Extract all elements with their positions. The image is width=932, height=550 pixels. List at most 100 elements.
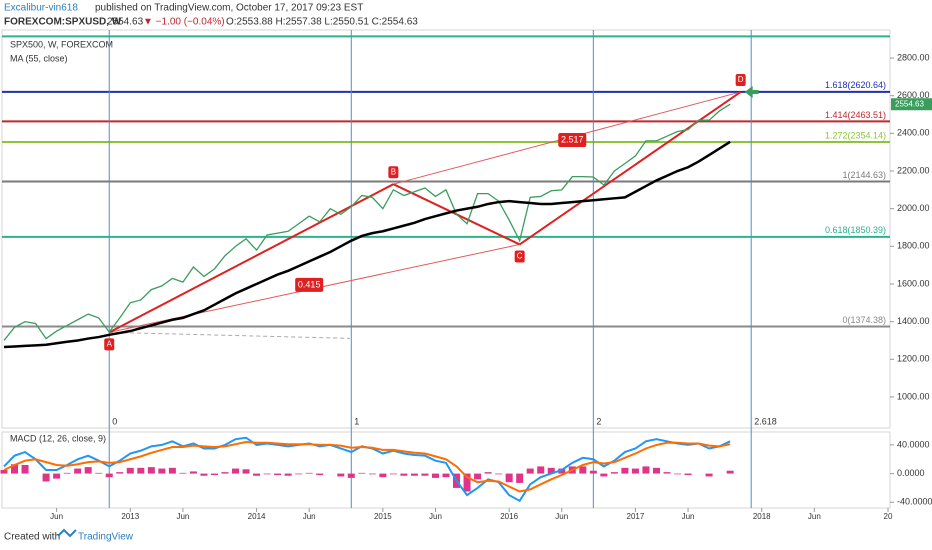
macd-histogram [474, 473, 482, 480]
y-tick-label: 1000.00 [897, 391, 930, 401]
macd-histogram [558, 468, 566, 474]
symbol: FOREXCOM:SPXUSD, W [4, 17, 122, 28]
macd-histogram [137, 467, 145, 474]
macd-histogram [600, 473, 608, 477]
macd-histogram [684, 473, 692, 476]
pattern-point [735, 73, 746, 86]
x-tick-label: Jun [303, 512, 316, 521]
x-tick-label: Jun [682, 512, 695, 521]
macd-histogram [400, 473, 408, 476]
macd-histogram [63, 472, 71, 474]
arrow [744, 85, 759, 98]
macd-histogram [652, 467, 660, 474]
y-tick-label: 2000.00 [897, 203, 930, 213]
macd-histogram [547, 467, 555, 474]
published: published on TradingView.com, October 17… [95, 3, 363, 14]
macd-histogram [642, 466, 650, 474]
macd-histogram [505, 473, 513, 483]
macd-histogram [74, 468, 82, 474]
macd-histogram [579, 466, 587, 474]
time-fib-label: 1 [354, 416, 359, 426]
author[interactable]: Excalibur-vin618 [4, 3, 78, 14]
macd-histogram [242, 469, 250, 474]
time-fib-label: 2 [596, 416, 601, 426]
x-tick-label: 2015 [374, 512, 392, 521]
macd-title: MACD (12, 26, close, 9) [10, 433, 106, 443]
macd-histogram [621, 467, 629, 474]
macd-histogram [232, 468, 240, 474]
time-fib-label: 2.618 [754, 416, 777, 426]
macd-histogram [158, 468, 166, 474]
y-tick-label: 40.0000 [897, 439, 930, 449]
macd-histogram [147, 467, 155, 474]
pattern-label: B [391, 167, 396, 176]
x-tick-label: Jun [176, 512, 189, 521]
fib-label: 1(2144.63) [842, 170, 886, 180]
pattern-point [104, 338, 115, 351]
macd-histogram [168, 467, 176, 474]
macd-histogram [705, 473, 713, 477]
fib-label: 1.618(2620.64) [825, 80, 886, 90]
ratio-label: 2.517 [561, 134, 584, 144]
macd-histogram [0, 470, 8, 474]
legend-ma: MA (55, close) [10, 53, 68, 63]
y-tick-label: 2600.00 [897, 90, 930, 100]
fib-label: 1.414(2463.51) [825, 110, 886, 120]
macd-histogram [253, 473, 261, 476]
macd-histogram [305, 472, 313, 474]
y-tick-label: 1200.00 [897, 354, 930, 364]
macd-histogram [284, 473, 292, 476]
macd-histogram [274, 473, 282, 476]
macd-histogram [726, 470, 734, 474]
macd-histogram [316, 473, 324, 476]
macd-histogram [105, 473, 113, 478]
macd-histogram [431, 473, 439, 478]
macd-histogram [221, 472, 229, 474]
logo [57, 528, 77, 538]
pattern-label: C [517, 252, 523, 261]
pattern-leg [108, 183, 394, 334]
fib-label: 0(1374.38) [842, 315, 886, 325]
last-price-tag [891, 98, 932, 111]
ohlc: O:2553.88 H:2557.38 L:2550.51 C:2554.63 [226, 17, 418, 28]
macd-histogram [189, 471, 197, 474]
macd-histogram [42, 473, 50, 482]
macd-histogram [263, 473, 271, 475]
macd-histogram [589, 470, 597, 474]
created: Created with [4, 532, 60, 543]
ratio-box [558, 132, 587, 147]
pattern-point [514, 250, 525, 263]
y-tick-label: 2200.00 [897, 165, 930, 175]
y-tick-label: 0.0000 [897, 468, 925, 478]
x-tick-label: Jun [50, 512, 63, 521]
y-tick-label: -40.0000 [897, 497, 932, 507]
macd-histogram [526, 468, 534, 474]
x-tick-label: 20 [884, 512, 893, 521]
change: ▼ −1.00 (−0.04%) [143, 17, 225, 28]
macd-histogram [389, 473, 397, 475]
ma-line [3, 140, 731, 349]
macd-histogram [379, 473, 387, 478]
macd-histogram [537, 466, 545, 474]
macd-histogram [368, 473, 376, 475]
x-tick-label: 2014 [248, 512, 266, 521]
ratio-box [295, 277, 324, 292]
macd-histogram [495, 473, 503, 475]
macd-histogram [421, 473, 429, 476]
last-price-label: 2554.63 [895, 99, 924, 108]
time-fib-label: 0 [112, 416, 117, 426]
macd-histogram [116, 472, 124, 474]
brand[interactable]: TradingView [78, 532, 134, 543]
fib-label: 0.618(1850.39) [825, 225, 886, 235]
last: 2554.63 [107, 17, 144, 28]
macd-histogram [663, 472, 671, 474]
signal-line [3, 441, 731, 493]
macd-histogram [410, 473, 418, 476]
macd-histogram [295, 473, 303, 475]
macd-histogram [337, 473, 345, 477]
macd-histogram [11, 464, 19, 474]
macd-histogram [126, 467, 134, 474]
x-tick-label: 2013 [121, 512, 139, 521]
